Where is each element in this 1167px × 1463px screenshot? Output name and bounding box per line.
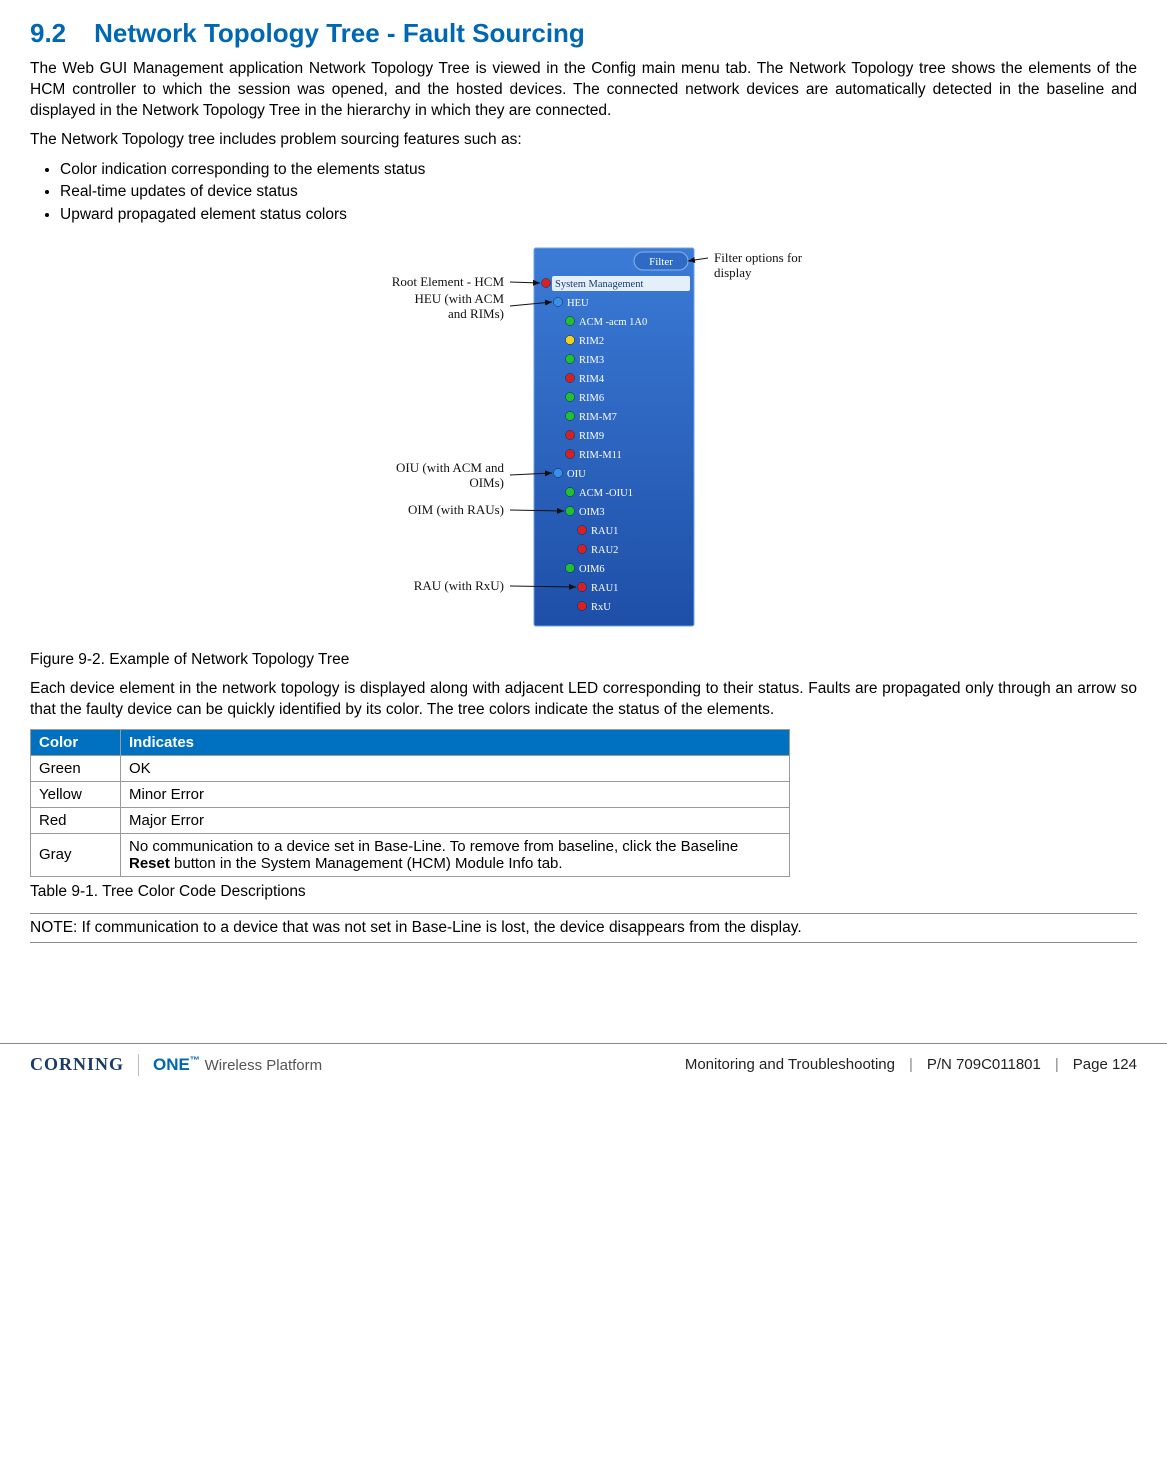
svg-text:System Management: System Management <box>555 279 643 290</box>
svg-text:Filter: Filter <box>649 256 673 268</box>
svg-text:HEU (with ACM: HEU (with ACM <box>414 291 504 306</box>
cell-indicates: Minor Error <box>121 781 790 807</box>
svg-text:RxU: RxU <box>591 602 611 613</box>
section-title: Network Topology Tree - Fault Sourcing <box>94 18 585 48</box>
svg-text:OIMs): OIMs) <box>469 475 504 490</box>
table-row: GreenOK <box>31 755 790 781</box>
topology-tree-svg: Filter System Management HEU ACM -acm 1A0 RI… <box>244 240 924 640</box>
svg-text:RIM2: RIM2 <box>579 336 604 347</box>
svg-text:OIM (with RAUs): OIM (with RAUs) <box>407 502 503 517</box>
table-row: YellowMinor Error <box>31 781 790 807</box>
svg-text:Root Element - HCM: Root Element - HCM <box>391 274 504 289</box>
svg-text:RIM4: RIM4 <box>579 374 605 385</box>
footer-doc-section: Monitoring and Troubleshooting <box>685 1056 895 1073</box>
list-item: Real-time updates of device status <box>60 181 1137 203</box>
brand-corning: CORNING <box>30 1054 124 1075</box>
brand-one-text: ONE <box>153 1055 190 1074</box>
table-header-color: Color <box>31 729 121 755</box>
svg-text:RIM-M11: RIM-M11 <box>579 450 622 461</box>
brand-tm: ™ <box>190 1055 200 1066</box>
cell-indicates: Major Error <box>121 807 790 833</box>
table-header-indicates: Indicates <box>121 729 790 755</box>
cell-color: Red <box>31 807 121 833</box>
paragraph-1: The Web GUI Management application Netwo… <box>30 59 1137 122</box>
section-number: 9.2 <box>30 18 66 48</box>
svg-text:OIU (with ACM and: OIU (with ACM and <box>396 460 504 475</box>
figure-topology-tree: Filter System Management HEU ACM -acm 1A0 RI… <box>30 240 1137 645</box>
cell-indicates: OK <box>121 755 790 781</box>
section-heading: 9.2 Network Topology Tree - Fault Sourcin… <box>30 18 1137 49</box>
svg-text:OIU: OIU <box>567 469 586 480</box>
footer-page-number: Page 124 <box>1073 1056 1137 1073</box>
brand-separator <box>138 1054 139 1076</box>
cell-indicates: No communication to a device set in Base… <box>121 833 790 876</box>
color-code-table: Color Indicates GreenOKYellowMinor Error… <box>30 729 790 877</box>
footer-sep: | <box>909 1056 913 1073</box>
svg-text:and RIMs): and RIMs) <box>448 306 504 321</box>
brand-tagline: Wireless Platform <box>205 1057 323 1074</box>
svg-text:display: display <box>714 265 752 280</box>
svg-text:Filter options for: Filter options for <box>714 250 803 265</box>
list-item: Color indication corresponding to the el… <box>60 159 1137 181</box>
cell-color: Gray <box>31 833 121 876</box>
footer-sep: | <box>1055 1056 1059 1073</box>
table-row: RedMajor Error <box>31 807 790 833</box>
svg-text:RIM-M7: RIM-M7 <box>579 412 617 423</box>
footer-right: Monitoring and Troubleshooting | P/N 709… <box>685 1056 1137 1073</box>
feature-bullet-list: Color indication corresponding to the el… <box>30 159 1137 226</box>
svg-text:ACM -OIU1: ACM -OIU1 <box>579 488 633 499</box>
table-caption: Table 9-1. Tree Color Code Descriptions <box>30 883 1137 901</box>
list-item: Upward propagated element status colors <box>60 204 1137 226</box>
svg-text:RAU1: RAU1 <box>591 583 618 594</box>
brand-one: ONE™ <box>153 1055 205 1074</box>
svg-text:HEU: HEU <box>567 298 589 309</box>
table-row: GrayNo communication to a device set in … <box>31 833 790 876</box>
svg-text:RAU1: RAU1 <box>591 526 618 537</box>
svg-text:RAU2: RAU2 <box>591 545 618 556</box>
figure-caption: Figure 9-2. Example of Network Topology … <box>30 651 1137 669</box>
svg-text:OIM3: OIM3 <box>579 507 605 518</box>
footer-part-number: P/N 709C011801 <box>927 1056 1041 1073</box>
svg-text:RIM3: RIM3 <box>579 355 604 366</box>
paragraph-3: Each device element in the network topol… <box>30 679 1137 721</box>
note-text: NOTE: If communication to a device that … <box>30 919 802 936</box>
svg-text:RIM9: RIM9 <box>579 431 604 442</box>
svg-text:RAU (with RxU): RAU (with RxU) <box>413 578 503 593</box>
page-footer: CORNING ONE™ Wireless Platform Monitorin… <box>0 1043 1167 1086</box>
svg-text:ACM -acm 1A0: ACM -acm 1A0 <box>579 317 647 328</box>
svg-text:RIM6: RIM6 <box>579 393 604 404</box>
paragraph-2: The Network Topology tree includes probl… <box>30 130 1137 151</box>
cell-color: Yellow <box>31 781 121 807</box>
svg-text:OIM6: OIM6 <box>579 564 605 575</box>
cell-color: Green <box>31 755 121 781</box>
footer-brand: CORNING ONE™ Wireless Platform <box>30 1054 322 1076</box>
note-box: NOTE: If communication to a device that … <box>30 913 1137 943</box>
